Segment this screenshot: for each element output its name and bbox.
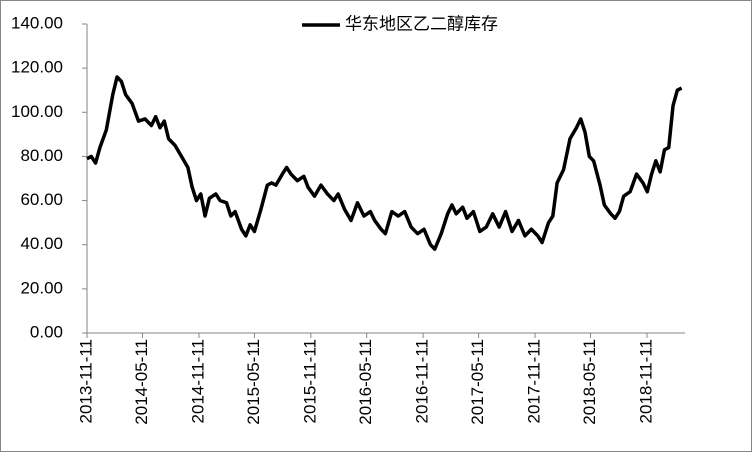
y-tick-label: 40.00	[20, 234, 63, 253]
x-tick-label: 2018-11-11	[636, 339, 655, 423]
legend-label: 华东地区乙二醇库存	[345, 14, 498, 33]
x-tick-label: 2015-11-11	[300, 339, 319, 423]
y-tick-label: 120.00	[11, 58, 63, 77]
x-tick-label: 2017-11-11	[525, 339, 544, 423]
x-tick-label: 2017-05-11	[468, 339, 487, 425]
y-tick-label: 80.00	[20, 146, 63, 165]
y-tick-label: 100.00	[11, 102, 63, 121]
x-tick-label: 2016-11-11	[413, 339, 432, 423]
x-tick-label: 2015-05-11	[244, 339, 263, 425]
y-tick-label: 60.00	[20, 190, 63, 209]
x-tick-label: 2014-11-11	[188, 339, 207, 423]
y-tick-label: 0.00	[30, 322, 63, 341]
x-tick-label: 2016-05-11	[356, 339, 375, 425]
y-tick-label: 20.00	[20, 278, 63, 297]
line	[86, 75, 683, 251]
y-tick-label: 140.00	[11, 13, 63, 32]
x-tick-label: 2014-05-11	[132, 339, 151, 425]
x-tick-label: 2013-11-11	[76, 339, 95, 423]
x-tick-label: 2018-05-11	[580, 339, 599, 425]
